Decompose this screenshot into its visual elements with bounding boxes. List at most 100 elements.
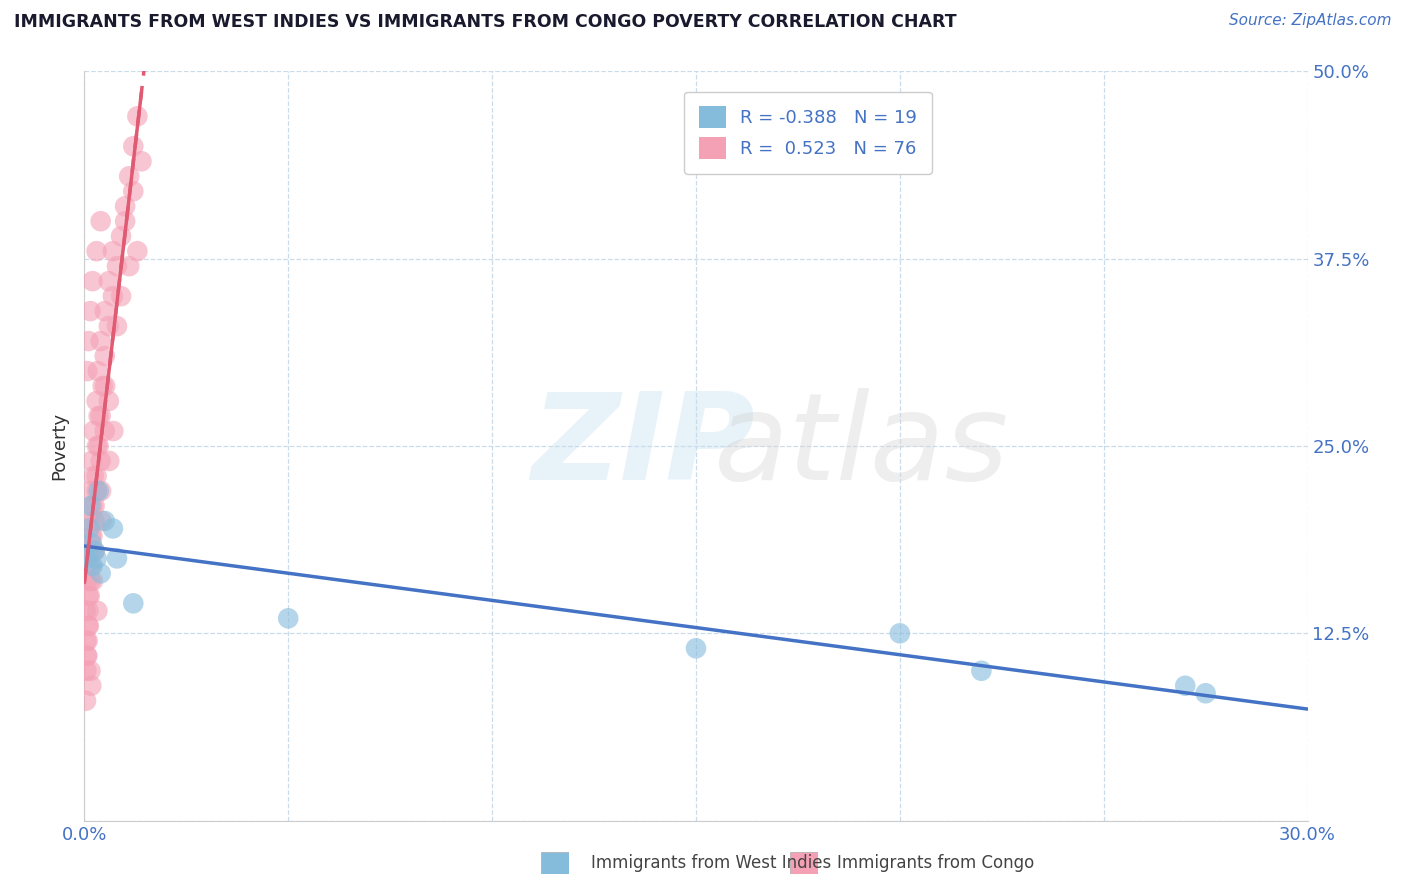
Point: [77, 604, 100, 618]
Point: [118, 169, 141, 184]
Point: [86, 244, 108, 259]
Point: [77, 334, 100, 348]
Text: Source: ZipAtlas.com: Source: ZipAtlas.com: [1229, 13, 1392, 29]
Point: [76, 648, 98, 663]
Point: [86, 394, 108, 409]
Point: [127, 109, 149, 123]
Point: [1195, 686, 1218, 700]
Point: [105, 319, 128, 334]
Point: [114, 199, 136, 213]
Point: [86, 439, 108, 453]
Point: [79, 304, 101, 318]
Point: [277, 611, 299, 625]
Point: [122, 596, 145, 610]
Point: [77, 514, 100, 528]
Point: [110, 229, 132, 244]
Y-axis label: Poverty: Poverty: [51, 412, 69, 480]
Point: [97, 394, 120, 409]
Point: [86, 604, 108, 618]
Point: [87, 439, 110, 453]
Text: IMMIGRANTS FROM WEST INDIES VS IMMIGRANTS FROM CONGO POVERTY CORRELATION CHART: IMMIGRANTS FROM WEST INDIES VS IMMIGRANT…: [14, 13, 956, 31]
Point: [79, 558, 101, 573]
Point: [97, 274, 120, 288]
Point: [131, 154, 153, 169]
Point: [90, 483, 112, 498]
Point: [83, 544, 105, 558]
Point: [105, 259, 128, 273]
Point: [105, 551, 128, 566]
Point: [93, 349, 115, 363]
Point: [82, 574, 104, 588]
Point: [77, 589, 100, 603]
Text: atlas: atlas: [714, 387, 1010, 505]
Text: Immigrants from West Indies: Immigrants from West Indies: [591, 855, 831, 872]
Point: [76, 544, 98, 558]
Point: [91, 379, 114, 393]
Point: [83, 514, 105, 528]
Point: [87, 483, 110, 498]
Point: [82, 424, 104, 438]
Point: [77, 521, 100, 535]
Point: [970, 664, 993, 678]
Point: [80, 536, 103, 550]
Point: [83, 544, 105, 558]
Point: [90, 409, 112, 423]
Point: [80, 454, 103, 468]
Point: [77, 619, 100, 633]
Point: [83, 499, 105, 513]
Point: [86, 551, 108, 566]
Point: [76, 364, 98, 378]
Point: [90, 514, 112, 528]
Point: [82, 274, 104, 288]
Point: [94, 379, 117, 393]
Point: [76, 648, 98, 663]
Point: [122, 184, 145, 198]
Point: [90, 334, 112, 348]
Point: [77, 619, 100, 633]
Point: [103, 424, 125, 438]
Point: [76, 633, 98, 648]
Point: [79, 574, 101, 588]
Point: [110, 289, 132, 303]
Point: [98, 454, 121, 468]
Point: [87, 364, 110, 378]
Point: [76, 551, 98, 566]
Point: [93, 514, 115, 528]
Point: [82, 529, 104, 543]
Point: [79, 499, 101, 513]
Point: [90, 214, 112, 228]
Point: [79, 664, 101, 678]
Point: [86, 469, 108, 483]
Point: [83, 469, 105, 483]
Point: [79, 483, 101, 498]
Point: [75, 664, 97, 678]
Point: [1174, 679, 1197, 693]
Point: [76, 574, 98, 588]
Point: [79, 589, 101, 603]
Point: [82, 544, 104, 558]
Point: [97, 319, 120, 334]
Point: [93, 304, 115, 318]
Point: [75, 694, 97, 708]
Text: ZIP: ZIP: [531, 387, 755, 505]
Point: [93, 424, 115, 438]
Point: [118, 259, 141, 273]
Point: [101, 244, 124, 259]
Point: [82, 499, 104, 513]
Point: [82, 558, 104, 573]
Point: [101, 521, 124, 535]
Text: Immigrants from Congo: Immigrants from Congo: [837, 855, 1033, 872]
Legend: R = -0.388   N = 19, R =  0.523   N = 76: R = -0.388 N = 19, R = 0.523 N = 76: [685, 92, 932, 174]
Point: [80, 529, 103, 543]
Point: [127, 244, 149, 259]
Point: [122, 139, 145, 153]
Point: [86, 483, 108, 498]
Point: [87, 409, 110, 423]
Point: [114, 214, 136, 228]
Point: [685, 641, 707, 656]
Point: [80, 558, 103, 573]
Point: [75, 633, 97, 648]
Point: [90, 454, 112, 468]
Point: [889, 626, 911, 640]
Point: [101, 289, 124, 303]
